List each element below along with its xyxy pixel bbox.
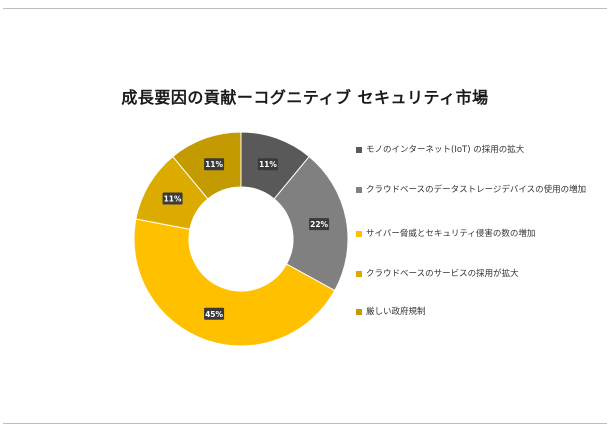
data-label-bg-4 — [162, 192, 183, 205]
data-label-bg-1 — [257, 158, 278, 171]
data-label-bg-3 — [204, 307, 225, 320]
data-label-bg-5 — [204, 158, 225, 171]
legend-item-4: クラウドベースのサービスの採用が拡大 — [356, 267, 591, 281]
legend-swatch-5 — [356, 309, 362, 315]
legend-item-3: サイバー脅威とセキュリティ侵害の数の増加 — [356, 227, 591, 241]
legend-swatch-2 — [356, 187, 362, 193]
legend-item-2: クラウドベースのデータストレージデバイスの使用の増加 — [356, 183, 591, 197]
chart-title: 成長要因の貢献ーコグニティブ セキュリティ市場 — [121, 88, 489, 107]
bottom-border — [3, 423, 607, 424]
legend-label-4: クラウドベースのサービスの採用が拡大 — [366, 269, 519, 279]
legend-swatch-4 — [356, 271, 362, 277]
legend-swatch-3 — [356, 231, 362, 237]
data-label-text-5: 11% — [205, 160, 223, 169]
data-label-text-2: 22% — [310, 220, 328, 229]
legend-label-5: 厳しい政府規制 — [366, 307, 426, 317]
data-label-4: 11% — [162, 192, 183, 205]
data-label-text-4: 11% — [164, 195, 182, 204]
legend-label-1: モノのインターネット(IoT) の採用の拡大 — [366, 145, 525, 155]
legend-label-3: サイバー脅威とセキュリティ侵害の数の増加 — [366, 229, 536, 239]
donut-slice-3 — [133, 218, 336, 347]
data-label-text-3: 45% — [205, 310, 223, 319]
legend-label-2: クラウドベースのデータストレージデバイスの使用の増加 — [366, 185, 587, 195]
top-border — [3, 8, 607, 9]
data-label-2: 22% — [309, 218, 330, 231]
data-label-1: 11% — [257, 158, 278, 171]
legend-item-5: 厳しい政府規制 — [356, 305, 591, 319]
data-label-bg-2 — [309, 218, 330, 231]
data-label-5: 11% — [204, 158, 225, 171]
legend-swatch-1 — [356, 147, 362, 153]
data-label-text-1: 11% — [259, 160, 277, 169]
legend-item-1: モノのインターネット(IoT) の採用の拡大 — [356, 143, 591, 157]
data-label-3: 45% — [204, 307, 225, 320]
